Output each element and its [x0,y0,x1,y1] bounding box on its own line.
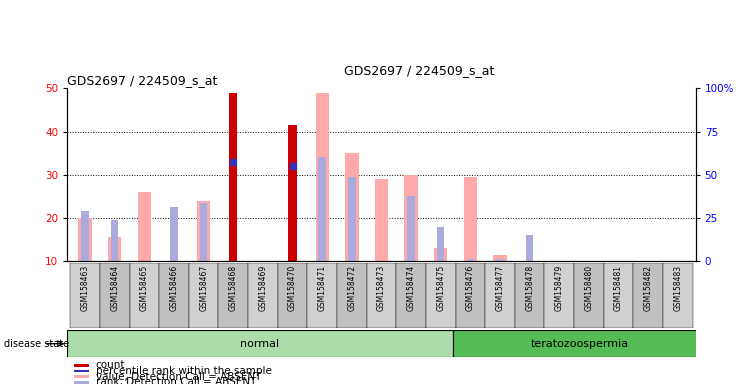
Text: GDS2697 / 224509_s_at: GDS2697 / 224509_s_at [67,74,218,87]
Text: GSM158480: GSM158480 [584,265,593,311]
Bar [171,207,178,261]
Text: GSM158475: GSM158475 [436,265,445,311]
Bar [82,212,89,261]
Bar [278,263,307,328]
Bar [218,263,248,328]
Bar [545,263,574,328]
Text: GSM158467: GSM158467 [199,265,208,311]
Bar [316,93,329,261]
Bar [426,263,456,328]
Bar [408,196,415,261]
Text: normal: normal [240,339,280,349]
Text: GSM158471: GSM158471 [318,265,327,311]
Bar [129,263,159,328]
Bar [111,220,118,261]
Bar [574,263,604,328]
Bar [307,263,337,328]
Bar [73,364,89,367]
Bar [100,263,129,328]
Bar [70,263,100,328]
Bar [604,263,634,328]
Bar [526,235,533,261]
Text: count: count [96,360,125,370]
Text: value, Detection Call = ABSENT: value, Detection Call = ABSENT [96,371,261,382]
Bar [200,203,207,261]
Bar [73,381,89,384]
Text: GSM158478: GSM158478 [525,265,534,311]
Bar [485,263,515,328]
Text: GSM158481: GSM158481 [614,265,623,311]
Text: GSM158466: GSM158466 [170,265,179,311]
Bar [663,263,693,328]
Text: GSM158476: GSM158476 [466,265,475,311]
Bar [467,259,474,261]
Bar [79,218,92,261]
Bar [375,179,388,261]
Bar [73,376,89,378]
Bar [494,255,506,261]
Bar [229,93,237,261]
Bar [453,330,708,357]
Text: GSM158482: GSM158482 [644,265,653,311]
Text: GSM158483: GSM158483 [673,265,682,311]
Bar [138,192,151,261]
Bar [289,125,297,261]
Bar [456,263,485,328]
Text: GSM158474: GSM158474 [407,265,416,311]
Text: GSM158479: GSM158479 [555,265,564,311]
Bar [197,200,210,261]
Bar [345,153,358,261]
Text: GSM158463: GSM158463 [81,265,90,311]
Text: GSM158473: GSM158473 [377,265,386,311]
Text: disease state: disease state [4,339,69,349]
Bar [67,330,453,357]
Bar [497,259,503,261]
Text: GSM158470: GSM158470 [288,265,297,311]
Bar [434,248,447,261]
Text: GSM158464: GSM158464 [110,265,119,311]
Text: percentile rank within the sample: percentile rank within the sample [96,366,272,376]
Bar [348,177,355,261]
Bar [464,177,477,261]
Bar [248,263,278,328]
Text: GSM158472: GSM158472 [347,265,356,311]
Text: GSM158477: GSM158477 [495,265,505,311]
Bar [73,369,89,372]
Bar [396,263,426,328]
Bar [405,175,418,261]
Bar [319,157,326,261]
Bar [515,263,545,328]
Text: teratozoospermia: teratozoospermia [531,339,629,349]
Bar [188,263,218,328]
Bar [108,237,121,261]
Text: GSM158469: GSM158469 [258,265,268,311]
Text: GSM158468: GSM158468 [229,265,238,311]
Text: GSM158465: GSM158465 [140,265,149,311]
Bar [437,227,444,261]
Bar [337,263,367,328]
Bar [367,263,396,328]
Text: rank, Detection Call = ABSENT: rank, Detection Call = ABSENT [96,377,256,384]
Text: GDS2697 / 224509_s_at: GDS2697 / 224509_s_at [344,64,494,77]
Bar [159,263,188,328]
Bar [634,263,663,328]
